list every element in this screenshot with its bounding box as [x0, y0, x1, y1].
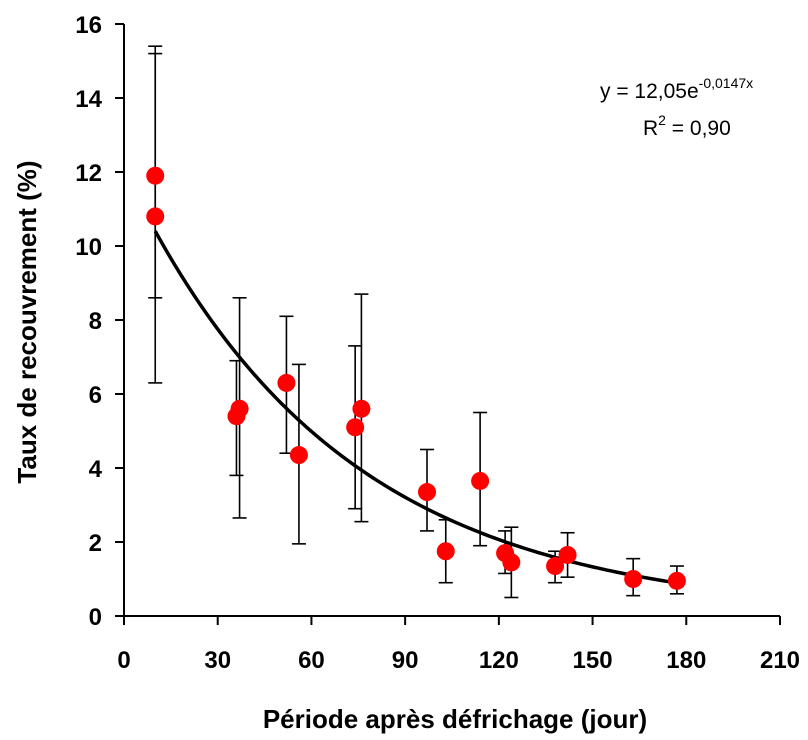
trendline-equation: y = 12,05e-0,0147x	[600, 75, 753, 103]
data-point	[558, 545, 577, 564]
r-squared: R2 = 0,90	[643, 112, 731, 140]
y-tick-label: 10	[75, 234, 102, 261]
y-tick-label: 6	[89, 382, 102, 409]
y-tick-label: 2	[89, 530, 102, 557]
y-tick-label: 8	[89, 308, 102, 335]
data-point	[471, 471, 490, 490]
x-tick-label: 0	[117, 647, 130, 674]
y-tick-label: 4	[89, 456, 103, 483]
y-tick-label: 12	[75, 160, 102, 187]
x-tick-label: 90	[392, 647, 419, 674]
r2-exponent: 2	[658, 112, 666, 128]
equation-exponent: -0,0147x	[699, 75, 753, 91]
x-tick-label: 60	[298, 647, 325, 674]
r2-prefix: R	[643, 117, 658, 140]
x-tick-label: 210	[760, 647, 800, 674]
x-tick-label: 120	[479, 647, 519, 674]
y-axis-title: Taux de recouvrement (%)	[12, 160, 42, 483]
equation-prefix: y = 12,05e	[600, 80, 699, 103]
data-point	[624, 570, 643, 588]
axes	[123, 24, 780, 617]
data-point	[146, 207, 165, 226]
x-tick-label: 180	[666, 647, 706, 674]
x-tick-label: 150	[573, 647, 613, 674]
data-point	[289, 446, 308, 465]
x-axis-title: Période après défrichage (jour)	[263, 704, 647, 734]
data-point	[230, 399, 249, 418]
data-point	[146, 166, 165, 185]
data-point	[346, 418, 365, 437]
axis-ticks: 0 2 4 6 8 10 12 14 16 0 30 60 90 120 150 180 210	[75, 12, 800, 674]
data-point	[667, 571, 686, 590]
x-tick-label: 30	[204, 647, 231, 674]
r2-suffix: = 0,90	[666, 117, 731, 140]
data-point	[418, 483, 437, 502]
data-point	[436, 542, 455, 561]
data-point	[502, 553, 521, 572]
data-point	[277, 373, 296, 392]
data-point	[352, 399, 371, 418]
data-point	[546, 557, 565, 576]
y-tick-label: 14	[75, 86, 102, 113]
y-tick-label: 0	[89, 604, 102, 631]
y-tick-label: 16	[75, 12, 102, 39]
plot-area	[146, 45, 686, 599]
